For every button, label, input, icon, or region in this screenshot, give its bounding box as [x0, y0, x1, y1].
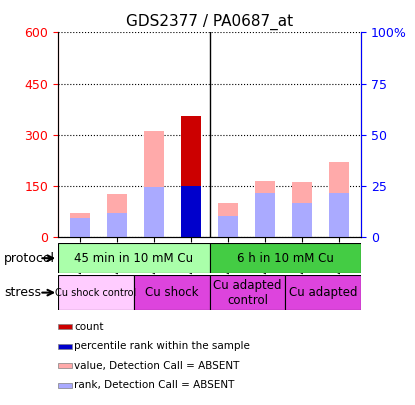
Bar	[286, 275, 361, 310]
Bar	[181, 186, 201, 237]
Title: GDS2377 / PA0687_at: GDS2377 / PA0687_at	[126, 13, 293, 30]
Bar	[134, 275, 210, 310]
Bar	[210, 243, 361, 273]
Bar	[218, 217, 238, 237]
Text: value, Detection Call = ABSENT: value, Detection Call = ABSENT	[74, 361, 239, 371]
Text: 6 h in 10 mM Cu: 6 h in 10 mM Cu	[237, 252, 334, 265]
Bar	[181, 186, 201, 237]
Bar	[58, 275, 134, 310]
Bar	[58, 243, 210, 273]
Bar	[144, 131, 164, 237]
Text: rank, Detection Call = ABSENT: rank, Detection Call = ABSENT	[74, 380, 234, 390]
Bar	[255, 181, 275, 237]
Bar	[107, 213, 127, 237]
Bar	[70, 213, 90, 237]
Text: Cu adapted: Cu adapted	[289, 286, 357, 299]
Bar	[210, 275, 286, 310]
Text: stress: stress	[4, 286, 41, 299]
Bar	[70, 218, 90, 237]
Text: percentile rank within the sample: percentile rank within the sample	[74, 341, 250, 351]
Bar	[292, 182, 312, 237]
Bar	[218, 203, 238, 237]
Bar	[329, 162, 349, 237]
Text: Cu adapted
control: Cu adapted control	[213, 279, 282, 307]
Bar	[58, 363, 72, 369]
Bar	[144, 188, 164, 237]
Bar	[58, 383, 72, 388]
Text: count: count	[74, 322, 104, 332]
Bar	[255, 193, 275, 237]
Text: 45 min in 10 mM Cu: 45 min in 10 mM Cu	[74, 252, 193, 265]
Bar	[58, 324, 72, 329]
Bar	[181, 116, 201, 237]
Bar	[292, 203, 312, 237]
Bar	[107, 194, 127, 237]
Bar	[181, 188, 201, 237]
Text: protocol: protocol	[4, 252, 55, 265]
Text: Cu shock control: Cu shock control	[55, 288, 137, 298]
Bar	[58, 343, 72, 349]
Text: Cu shock: Cu shock	[145, 286, 198, 299]
Bar	[329, 193, 349, 237]
